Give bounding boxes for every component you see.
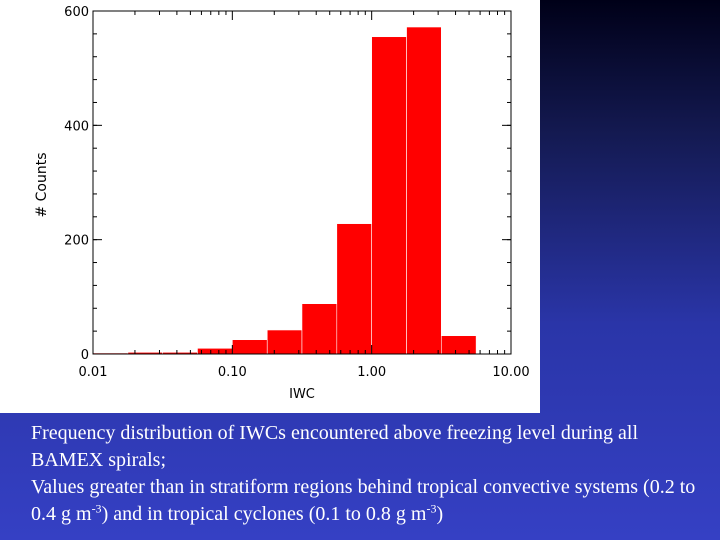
bars-layer: [92, 26, 477, 355]
caption: Frequency distribution of IWCs encounter…: [31, 420, 711, 528]
caption-superscript-2: -3: [426, 501, 437, 516]
iwc-histogram-chart: 0.01 0.10 1.00 10.00 0 200 400 600 IWC # Counts: [34, 5, 530, 402]
histogram-bar-8: [336, 223, 372, 355]
caption-line-1: Frequency distribution of IWCs encounter…: [31, 422, 639, 471]
histogram-bar-9: [371, 36, 407, 355]
x-tick-label: 1.00: [357, 365, 386, 380]
histogram-bar-6: [266, 329, 303, 355]
y-axis-label: # Counts: [34, 152, 50, 217]
x-axis-label: IWC: [289, 387, 315, 402]
caption-superscript-1: -3: [91, 501, 102, 516]
y-tick-label: 0: [81, 348, 89, 363]
y-tick-label: 200: [64, 234, 89, 249]
x-tick-label: 10.00: [492, 365, 529, 380]
y-tick-label: 600: [64, 5, 89, 20]
caption-line-2-part-b: ) and in tropical cyclones (0.1 to 0.8 g…: [101, 503, 427, 525]
plot-frame: [92, 10, 512, 355]
histogram-bar-4: [197, 347, 233, 355]
caption-line-2-part-c: ): [436, 503, 444, 525]
y-tick-label: 400: [64, 119, 89, 134]
histogram-bar-11: [440, 335, 477, 355]
histogram-bar-10: [406, 26, 442, 355]
histogram-bar-5: [232, 339, 268, 355]
x-tick-label: 0.01: [79, 365, 108, 380]
x-tick-label: 0.10: [218, 365, 247, 380]
plot-panel: 0.01 0.10 1.00 10.00 0 200 400 600 IWC # Counts: [34, 5, 530, 402]
histogram-bar-7: [301, 303, 338, 355]
ticks-layer: 0.01 0.10 1.00 10.00 0 200 400 600: [64, 5, 529, 380]
caption-line-2-part-a: Values greater than in stratiform region…: [31, 476, 696, 525]
caption-line-2: Values greater than in stratiform region…: [31, 474, 711, 528]
